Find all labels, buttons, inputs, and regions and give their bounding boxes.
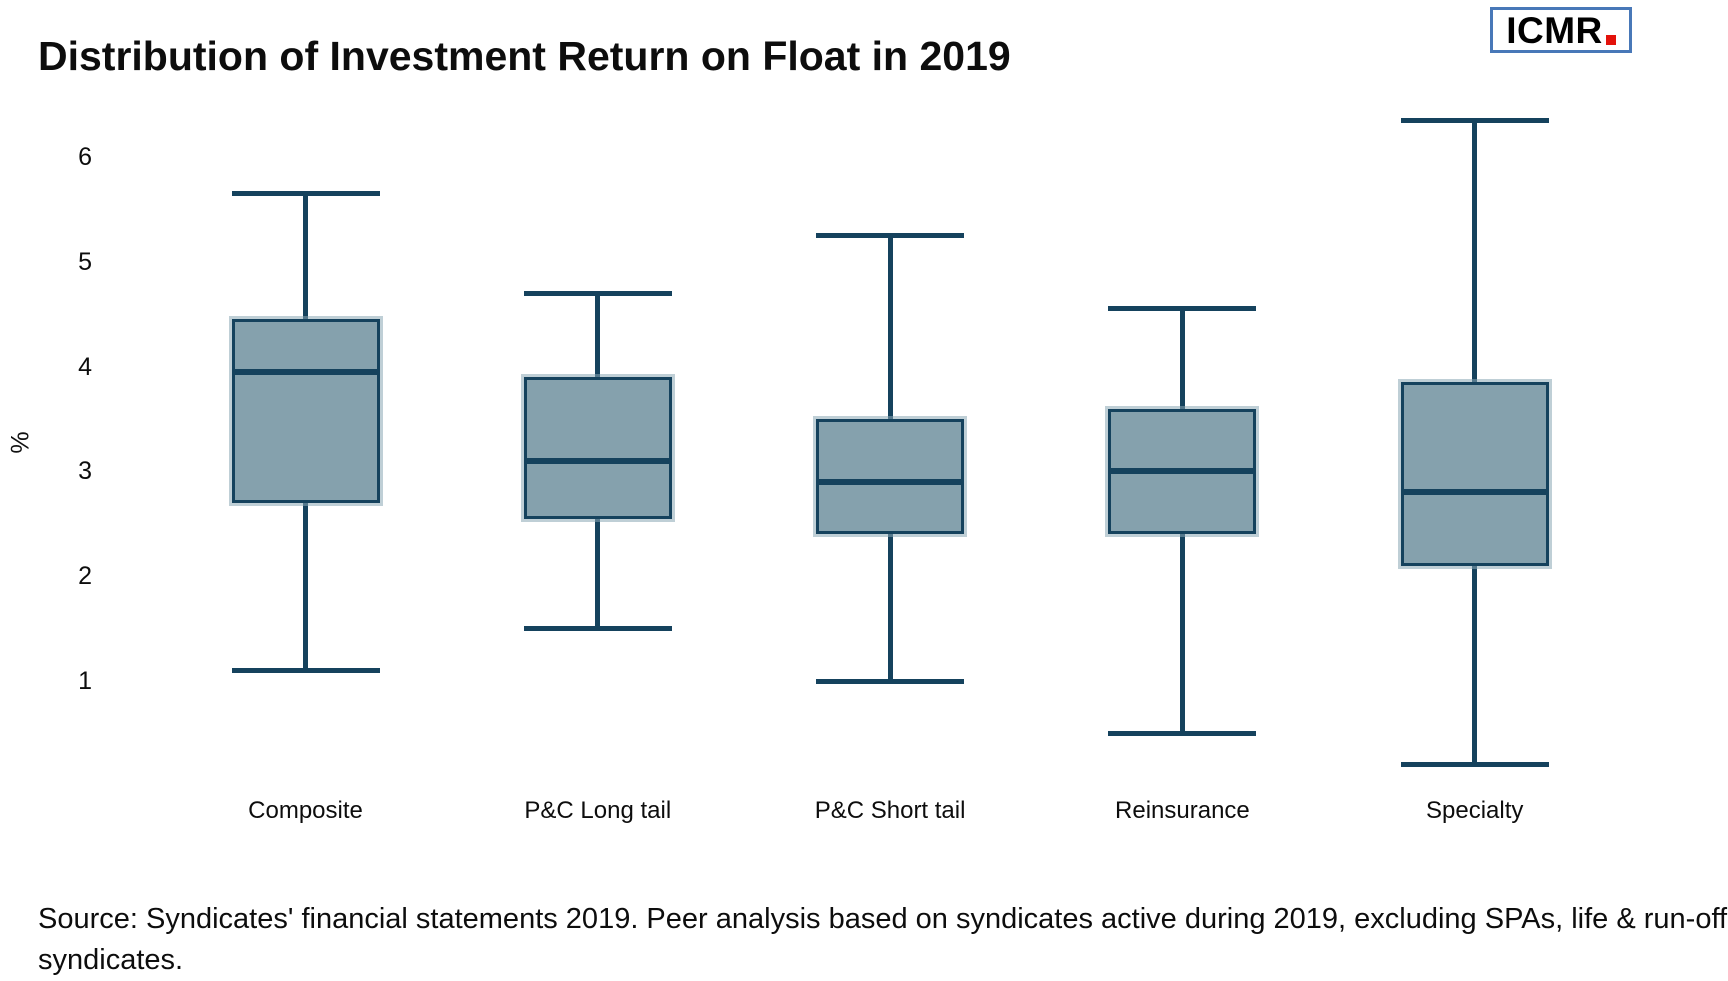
- x-category-label: P&C Long tail: [524, 797, 672, 824]
- icmr-logo: ICMR: [1490, 7, 1632, 53]
- whisker-cap-top: [231, 191, 380, 197]
- y-tick-label: 1: [78, 667, 92, 695]
- y-tick-label: 2: [78, 562, 92, 591]
- whisker-upper: [595, 293, 601, 378]
- whisker-lower: [1472, 565, 1478, 765]
- whisker-cap-top: [1108, 306, 1257, 312]
- x-category-label: Specialty: [1425, 797, 1524, 824]
- iqr-box: [1400, 382, 1549, 566]
- page-title: Distribution of Investment Return on Flo…: [38, 33, 1011, 80]
- median-line: [816, 478, 965, 485]
- iqr-box: [523, 377, 672, 519]
- median-line: [523, 457, 672, 464]
- whisker-lower: [595, 518, 601, 629]
- whisker-lower: [887, 534, 893, 681]
- whisker-cap-bottom: [816, 678, 965, 684]
- whisker-cap-top: [816, 233, 965, 239]
- icmr-logo-red-dot-icon: [1605, 35, 1616, 45]
- x-category-label: P&C Short tail: [814, 797, 966, 824]
- iqr-box: [816, 419, 965, 535]
- y-tick-label: 5: [78, 247, 92, 276]
- iqr-box: [231, 319, 380, 503]
- x-category-label: Composite: [248, 797, 363, 824]
- source-note: Source: Syndicates' financial statements…: [38, 903, 1728, 976]
- whisker-lower: [303, 502, 308, 671]
- whisker-cap-bottom: [1400, 762, 1549, 768]
- y-tick-label: 6: [78, 143, 92, 171]
- whisker-upper: [1472, 120, 1478, 383]
- whisker-cap-bottom: [1108, 730, 1257, 736]
- whisker-upper: [303, 193, 308, 320]
- x-category-label: Reinsurance: [1115, 797, 1250, 824]
- whisker-lower: [1179, 534, 1185, 734]
- median-line: [231, 368, 380, 375]
- whisker-cap-top: [523, 290, 672, 296]
- whisker-cap-bottom: [523, 626, 672, 632]
- y-tick-label: 3: [78, 457, 92, 486]
- whisker-cap-top: [1400, 117, 1549, 123]
- y-axis-label: %: [6, 431, 35, 454]
- y-tick-label: 4: [78, 352, 92, 381]
- median-line: [1108, 468, 1257, 475]
- whisker-upper: [1179, 308, 1185, 409]
- icmr-logo-text: ICMR: [1506, 9, 1603, 51]
- whisker-cap-bottom: [231, 668, 380, 674]
- whisker-upper: [887, 235, 893, 419]
- boxplot-chart: % 1 2 3 4 5 6 Composite P&C Long tail P&C Short …: [6, 117, 1549, 824]
- median-line: [1400, 489, 1549, 496]
